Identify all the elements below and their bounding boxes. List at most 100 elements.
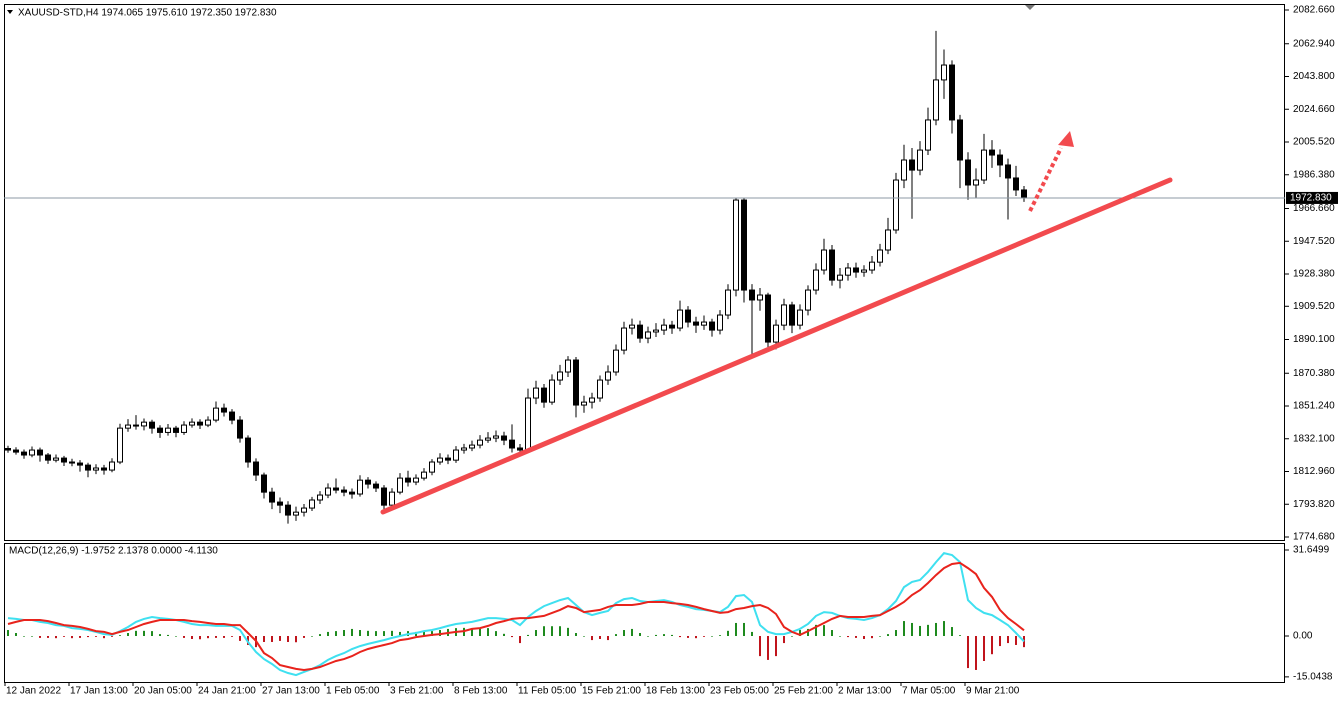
candle-body [661, 324, 667, 331]
candle-body [37, 449, 43, 456]
candle-body [781, 304, 787, 326]
histogram-bar [831, 630, 833, 637]
histogram-bar [959, 635, 961, 637]
candle-body [453, 449, 459, 461]
candle-body [749, 289, 755, 301]
candle-body [517, 447, 523, 451]
histogram-bar [575, 633, 577, 637]
candle-body [885, 229, 891, 251]
candle-body [397, 477, 403, 493]
y-tick-label: 0.00 [1293, 631, 1313, 642]
candle-body [949, 64, 955, 121]
candle-body [701, 321, 707, 326]
histogram-bar [559, 626, 561, 637]
candle-body [829, 249, 835, 281]
candle-body [93, 467, 99, 471]
candle-body [909, 159, 915, 171]
candle-body [253, 461, 259, 476]
candle-body [149, 421, 155, 429]
histogram-bar [95, 636, 97, 637]
candle-body [965, 159, 971, 186]
x-tick-label: 20 Jan 05:00 [134, 686, 192, 697]
candle-body [421, 471, 427, 479]
histogram-bar [679, 636, 681, 638]
candle-body [189, 421, 195, 426]
histogram-bar [759, 636, 761, 657]
candle-body [309, 499, 315, 509]
y-tick-label: 2082.660 [1293, 5, 1335, 16]
histogram-bar [911, 622, 913, 637]
candle-body [1013, 177, 1019, 191]
candle-body [389, 491, 395, 506]
histogram-bar [23, 636, 25, 637]
histogram-bar [671, 634, 673, 637]
histogram-bar [239, 636, 241, 641]
histogram-bar [935, 622, 937, 637]
histogram-bar [495, 631, 497, 637]
histogram-bar [535, 630, 537, 637]
candle-body [269, 491, 275, 503]
histogram-bar [279, 636, 281, 641]
histogram-bar [711, 636, 713, 637]
candle-body [493, 435, 499, 439]
histogram-bar [695, 636, 697, 639]
histogram-bar [167, 634, 169, 637]
arrow-head [1058, 131, 1074, 147]
candle-body [613, 349, 619, 373]
candle-body [525, 397, 531, 451]
marks: 2082.660 2062.940 2043.800 2024.660 2005.520… [4, 5, 1338, 697]
candle-body [877, 249, 883, 263]
candle-body [85, 464, 91, 471]
histogram-bar [191, 636, 193, 639]
candle-body [229, 411, 235, 421]
candle-body [285, 504, 291, 516]
y-tick-label: -15.0438 [1293, 672, 1333, 683]
x-tick-label: 18 Feb 13:00 [646, 686, 705, 697]
histogram-bar [119, 635, 121, 637]
x-tick-label: 7 Mar 05:00 [902, 686, 956, 697]
histogram-bar [815, 624, 817, 637]
candle-body [317, 494, 323, 501]
histogram-bar [519, 636, 521, 644]
candle-body [373, 483, 379, 489]
histogram-bar [767, 636, 769, 660]
candle-body [293, 511, 299, 516]
histogram-bar [199, 636, 201, 640]
histogram-bar [503, 633, 505, 637]
candle-body [933, 79, 939, 121]
candle-body [605, 371, 611, 381]
candle-body [469, 444, 475, 449]
histogram-bar [687, 636, 689, 638]
histogram-bar [799, 630, 801, 637]
x-tick-label: 27 Jan 13:00 [262, 686, 320, 697]
histogram-bar [951, 627, 953, 637]
histogram-bar [567, 627, 569, 637]
histogram-bar [439, 630, 441, 637]
candle-body [533, 387, 539, 399]
candle-body [669, 324, 675, 329]
histogram-bar [871, 636, 873, 639]
candle-body [477, 439, 483, 446]
histogram-bar [311, 636, 313, 637]
y-tick-label: 1909.520 [1293, 301, 1335, 312]
histogram-bar [719, 635, 721, 637]
histogram-bar [511, 636, 513, 638]
candle-body [173, 427, 179, 433]
candle-body [541, 387, 547, 403]
candle-body [765, 294, 771, 343]
histogram-bar [47, 636, 49, 638]
candle-body [181, 424, 187, 433]
x-tick-label: 23 Feb 05:00 [710, 686, 769, 697]
candle-body [205, 419, 211, 426]
y-tick-label: 2005.520 [1293, 137, 1335, 148]
y-tick-label: 1812.960 [1293, 466, 1335, 477]
x-tick-label: 24 Jan 21:00 [198, 686, 256, 697]
histogram-bar [783, 636, 785, 644]
histogram-bar [631, 628, 633, 637]
histogram-bar [295, 636, 297, 643]
histogram-bar [879, 636, 881, 637]
histogram-bar [943, 621, 945, 637]
histogram-bar [487, 628, 489, 637]
candle-body [597, 379, 603, 399]
